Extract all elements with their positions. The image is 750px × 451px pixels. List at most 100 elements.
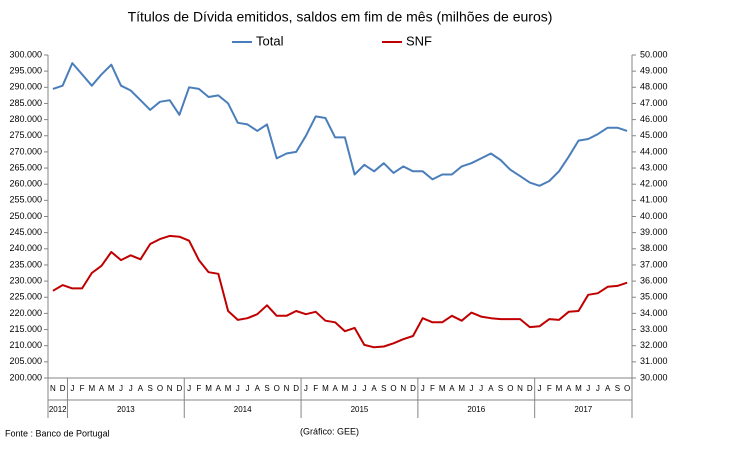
x-tick-label: J: [421, 384, 425, 393]
y2-tick-label: 35.000: [640, 292, 668, 302]
x-tick-label: N: [284, 384, 290, 393]
y2-tick-label: 49.000: [640, 66, 668, 76]
y-tick-label: 230.000: [9, 275, 42, 285]
legend-label: Total: [256, 33, 284, 48]
x-tick-label: N: [400, 384, 406, 393]
y2-tick-label: 38.000: [640, 243, 668, 253]
x-tick-label: A: [371, 384, 377, 393]
x-tick-label: O: [507, 384, 513, 393]
x-tick-label: S: [615, 384, 620, 393]
x-tick-label: A: [488, 384, 494, 393]
y2-tick-label: 31.000: [640, 356, 668, 366]
y-tick-label: 300.000: [9, 49, 42, 59]
y2-tick-label: 39.000: [640, 227, 668, 237]
x-tick-label: O: [274, 384, 280, 393]
x-tick-label: A: [449, 384, 455, 393]
x-tick-label: M: [342, 384, 349, 393]
y2-tick-label: 32.000: [640, 340, 668, 350]
y-tick-label: 295.000: [9, 66, 42, 76]
x-tick-label: J: [119, 384, 123, 393]
x-tick-label: A: [332, 384, 338, 393]
y2-tick-label: 37.000: [640, 259, 668, 269]
y2-tick-label: 47.000: [640, 98, 668, 108]
y2-tick-label: 36.000: [640, 275, 668, 285]
y-tick-label: 240.000: [9, 243, 42, 253]
x-tick-label: J: [304, 384, 308, 393]
x-tick-label: M: [556, 384, 563, 393]
x-tick-label: M: [108, 384, 115, 393]
x-tick-label: J: [596, 384, 600, 393]
y2-tick-label: 41.000: [640, 195, 668, 205]
x-tick-label: J: [538, 384, 542, 393]
y-tick-label: 235.000: [9, 259, 42, 269]
x-tick-label: J: [246, 384, 250, 393]
chart-title: Títulos de Dívida emitidos, saldos em fi…: [128, 9, 553, 25]
x-tick-label: J: [70, 384, 74, 393]
x-tick-label: M: [322, 384, 329, 393]
y-tick-label: 270.000: [9, 146, 42, 156]
x-tick-label: O: [624, 384, 630, 393]
x-tick-label: J: [353, 384, 357, 393]
year-label: 2016: [467, 405, 485, 414]
y2-tick-label: 44.000: [640, 146, 668, 156]
y2-tick-label: 30.000: [640, 372, 668, 382]
y2-tick-label: 40.000: [640, 211, 668, 221]
y-tick-label: 275.000: [9, 130, 42, 140]
series-line: [52, 62, 628, 187]
y-tick-label: 220.000: [9, 308, 42, 318]
x-tick-label: D: [527, 384, 533, 393]
year-label: 2017: [574, 405, 592, 414]
x-tick-label: A: [99, 384, 105, 393]
x-tick-label: J: [586, 384, 590, 393]
x-tick-label: S: [264, 384, 269, 393]
x-tick-label: A: [566, 384, 572, 393]
x-tick-label: O: [390, 384, 396, 393]
x-tick-label: N: [167, 384, 173, 393]
y2-tick-label: 46.000: [640, 114, 668, 124]
y2-tick-label: 43.000: [640, 162, 668, 172]
x-tick-label: D: [60, 384, 66, 393]
x-tick-label: F: [196, 384, 201, 393]
y2-tick-label: 34.000: [640, 308, 668, 318]
year-label: 2014: [234, 405, 252, 414]
y-tick-label: 245.000: [9, 227, 42, 237]
y-tick-label: 285.000: [9, 98, 42, 108]
x-tick-label: A: [216, 384, 222, 393]
y-tick-label: 280.000: [9, 114, 42, 124]
y-tick-label: 225.000: [9, 292, 42, 302]
x-tick-label: A: [255, 384, 261, 393]
x-tick-label: D: [293, 384, 299, 393]
y-tick-label: 290.000: [9, 82, 42, 92]
year-label: 2015: [351, 405, 369, 414]
x-tick-label: J: [469, 384, 473, 393]
y2-tick-label: 48.000: [640, 82, 668, 92]
x-tick-label: N: [50, 384, 56, 393]
y2-tick-label: 50.000: [640, 49, 668, 59]
x-tick-label: N: [517, 384, 523, 393]
x-tick-label: A: [138, 384, 144, 393]
x-tick-label: J: [236, 384, 240, 393]
x-tick-label: M: [88, 384, 95, 393]
x-tick-label: M: [575, 384, 582, 393]
y-tick-label: 215.000: [9, 324, 42, 334]
y-tick-label: 205.000: [9, 356, 42, 366]
y-tick-label: 210.000: [9, 340, 42, 350]
year-label: 2013: [117, 405, 135, 414]
series-line: [52, 234, 628, 349]
y-tick-label: 250.000: [9, 211, 42, 221]
y-tick-label: 200.000: [9, 372, 42, 382]
x-tick-label: D: [177, 384, 183, 393]
x-tick-label: J: [362, 384, 366, 393]
x-tick-label: M: [458, 384, 465, 393]
x-tick-label: M: [225, 384, 232, 393]
source: Fonte : Banco de Portugal: [5, 428, 110, 438]
y-tick-label: 265.000: [9, 162, 42, 172]
credit: (Gráfico: GEE): [300, 426, 359, 436]
x-tick-label: S: [381, 384, 386, 393]
y-tick-label: 260.000: [9, 179, 42, 189]
x-tick-label: F: [430, 384, 435, 393]
x-tick-label: O: [157, 384, 163, 393]
y2-tick-label: 42.000: [640, 179, 668, 189]
